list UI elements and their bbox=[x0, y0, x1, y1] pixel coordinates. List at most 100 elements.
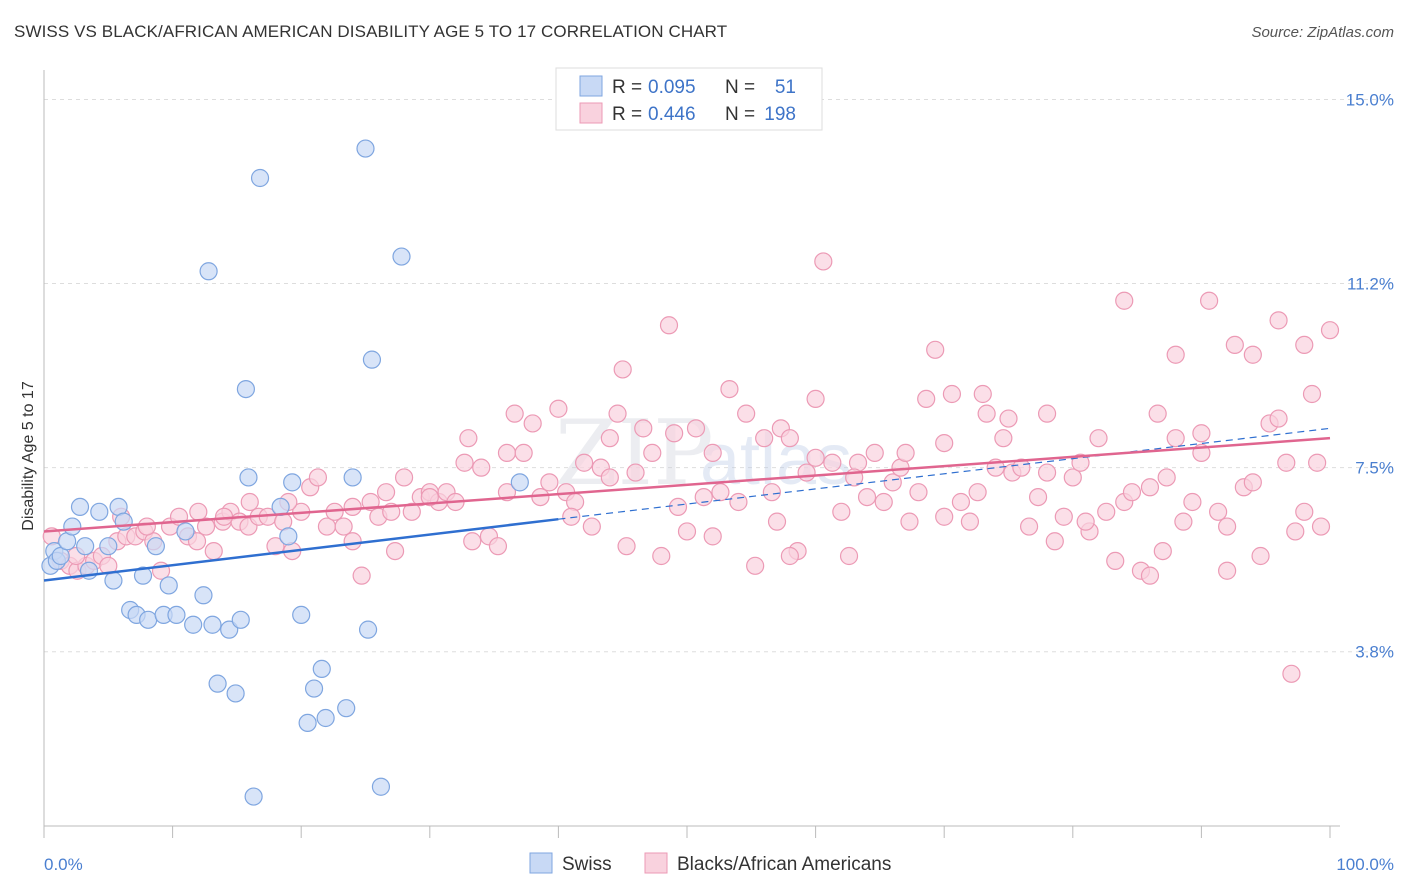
black-point-114 bbox=[1019, 517, 1039, 536]
black-point-71 bbox=[652, 546, 671, 566]
black-point-158 bbox=[1115, 291, 1134, 310]
black-point-76 bbox=[694, 487, 713, 507]
black-point-83 bbox=[755, 429, 774, 448]
black-point-169 bbox=[1153, 541, 1172, 561]
black-point-165 bbox=[703, 443, 722, 463]
swiss-point-50 bbox=[510, 473, 529, 492]
black-point-96 bbox=[865, 443, 884, 463]
black-point-66 bbox=[608, 404, 627, 423]
black-point-135 bbox=[1200, 291, 1219, 310]
black-point-34 bbox=[334, 517, 353, 536]
black-point-118 bbox=[1054, 507, 1073, 526]
black-point-101 bbox=[909, 483, 928, 502]
swiss-point-47 bbox=[362, 350, 382, 369]
black-point-109 bbox=[977, 404, 996, 423]
legend-n-label-swiss: N = bbox=[725, 77, 755, 98]
black-point-56 bbox=[523, 414, 542, 433]
black-point-152 bbox=[613, 360, 632, 379]
black-point-140 bbox=[1243, 345, 1262, 364]
y-tick-labels: 15.0% 11.2% 7.5% 3.8% bbox=[1346, 90, 1394, 661]
black-point-153 bbox=[780, 546, 799, 566]
black-point-41 bbox=[394, 468, 414, 487]
black-point-122 bbox=[1089, 429, 1108, 448]
y-tick-label-3: 3.8% bbox=[1355, 643, 1394, 662]
black-point-26 bbox=[266, 537, 285, 556]
swiss-point-16 bbox=[133, 566, 153, 585]
black-point-80 bbox=[729, 492, 748, 512]
black-point-105 bbox=[942, 384, 962, 404]
black-point-185 bbox=[1166, 345, 1185, 364]
black-point-59 bbox=[549, 399, 568, 418]
black-point-137 bbox=[1218, 561, 1237, 580]
bottom-legend-label-swiss: Swiss bbox=[562, 854, 612, 875]
black-point-175 bbox=[562, 507, 581, 526]
black-point-35 bbox=[343, 497, 362, 517]
legend-n-value-black: 198 bbox=[764, 104, 796, 125]
black-point-151 bbox=[420, 487, 439, 507]
y-tick-label-2: 7.5% bbox=[1355, 459, 1394, 478]
watermark-zip: ZIP bbox=[555, 401, 714, 506]
swiss-point-37 bbox=[283, 473, 302, 492]
black-point-81 bbox=[737, 404, 756, 423]
legend-n-value-swiss: 51 bbox=[775, 77, 796, 98]
black-point-103 bbox=[926, 340, 945, 359]
swiss-point-33 bbox=[244, 787, 263, 806]
swiss-point-13 bbox=[114, 512, 133, 531]
swiss-point-25 bbox=[203, 615, 222, 634]
black-point-39 bbox=[376, 483, 396, 502]
black-point-84 bbox=[762, 483, 781, 502]
y-axis-label: Disability Age 5 to 17 bbox=[20, 381, 37, 531]
legend-swatch-swiss bbox=[579, 75, 603, 97]
swiss-point-18 bbox=[146, 537, 165, 556]
black-point-77 bbox=[703, 527, 722, 546]
swiss-point-45 bbox=[356, 139, 375, 158]
black-point-131 bbox=[1166, 429, 1185, 448]
black-point-49 bbox=[463, 532, 482, 551]
swiss-point-36 bbox=[279, 527, 298, 546]
black-point-179 bbox=[999, 409, 1018, 428]
black-point-70 bbox=[643, 443, 662, 463]
swiss-point-38 bbox=[292, 605, 311, 625]
legend-r-label-swiss: R = bbox=[612, 77, 642, 98]
swiss-point-11 bbox=[104, 571, 123, 590]
black-point-100 bbox=[900, 512, 919, 531]
black-point-113 bbox=[1012, 458, 1031, 477]
chart-title: SWISS VS BLACK/AFRICAN AMERICAN DISABILI… bbox=[14, 22, 728, 41]
bottom-legend-swatch-black bbox=[644, 852, 668, 874]
black-point-168 bbox=[1076, 512, 1095, 531]
black-point-115 bbox=[1028, 487, 1048, 507]
black-point-111 bbox=[994, 429, 1013, 448]
black-point-182 bbox=[806, 389, 825, 409]
black-point-132 bbox=[1174, 512, 1193, 531]
swiss-point-39 bbox=[298, 713, 317, 733]
swiss-point-17 bbox=[139, 610, 158, 629]
black-point-86 bbox=[780, 429, 799, 448]
black-point-167 bbox=[973, 384, 992, 404]
black-point-52 bbox=[488, 537, 508, 556]
black-point-58 bbox=[540, 473, 559, 492]
black-point-82 bbox=[746, 556, 765, 575]
x-tick-label-max: 100.0% bbox=[1336, 855, 1394, 874]
swiss-trend-line bbox=[43, 517, 559, 582]
black-point-181 bbox=[1243, 473, 1262, 492]
grid-lines bbox=[44, 98, 1394, 653]
black-point-62 bbox=[575, 453, 594, 472]
source-note: Source: ZipAtlas.com bbox=[1251, 24, 1394, 41]
black-point-144 bbox=[1277, 453, 1296, 472]
black-point-116 bbox=[1037, 463, 1057, 482]
swiss-point-7 bbox=[76, 537, 95, 556]
black-point-123 bbox=[1097, 502, 1116, 521]
swiss-point-26 bbox=[199, 262, 218, 281]
black-point-63 bbox=[582, 517, 601, 536]
black-point-90 bbox=[814, 252, 833, 271]
swiss-point-5 bbox=[63, 517, 82, 536]
swiss-point-32 bbox=[236, 379, 256, 399]
black-point-69 bbox=[634, 419, 653, 438]
black-trend-line bbox=[43, 436, 1331, 533]
black-point-93 bbox=[839, 546, 859, 566]
black-point-164 bbox=[600, 468, 619, 487]
black-point-145 bbox=[1286, 522, 1305, 541]
y-tick-label-1: 11.2% bbox=[1347, 275, 1394, 294]
black-point-187 bbox=[189, 502, 208, 521]
